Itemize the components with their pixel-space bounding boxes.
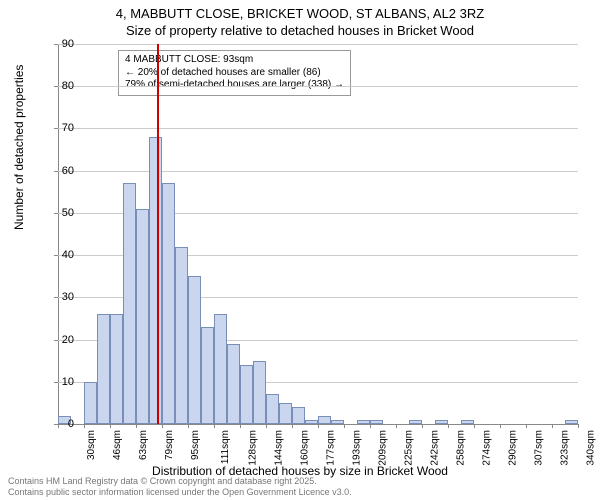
- xtick-mark: [526, 424, 527, 428]
- xtick-mark: [292, 424, 293, 428]
- xtick-label: 274sqm: [482, 430, 493, 466]
- chart-area: 4 MABBUTT CLOSE: 93sqm ← 20% of detached…: [58, 44, 578, 424]
- histogram-bar: [110, 314, 123, 424]
- xtick-mark: [474, 424, 475, 428]
- ytick-label: 90: [44, 38, 74, 50]
- histogram-bar: [357, 420, 370, 424]
- xtick-label: 95sqm: [190, 430, 201, 460]
- xtick-label: 209sqm: [378, 430, 389, 466]
- gridline: [58, 128, 578, 129]
- xtick-mark: [422, 424, 423, 428]
- xtick-mark: [396, 424, 397, 428]
- xtick-label: 144sqm: [274, 430, 285, 466]
- xtick-mark: [344, 424, 345, 428]
- xtick-mark: [136, 424, 137, 428]
- histogram-bar: [370, 420, 383, 424]
- histogram-bar: [240, 365, 253, 424]
- xtick-mark: [84, 424, 85, 428]
- xtick-label: 63sqm: [138, 430, 149, 460]
- title-line2: Size of property relative to detached ho…: [0, 23, 600, 40]
- xtick-label: 290sqm: [508, 430, 519, 466]
- ytick-label: 60: [44, 165, 74, 177]
- ytick-label: 80: [44, 80, 74, 92]
- xtick-mark: [500, 424, 501, 428]
- histogram-bar: [227, 344, 240, 424]
- y-axis-label: Number of detached properties: [12, 65, 26, 230]
- xtick-label: 340sqm: [586, 430, 597, 466]
- histogram-bar: [292, 407, 305, 424]
- histogram-bar: [305, 420, 318, 424]
- footer-line1: Contains HM Land Registry data © Crown c…: [8, 476, 352, 487]
- gridline: [58, 171, 578, 172]
- xtick-label: 307sqm: [534, 430, 545, 466]
- plot-region: 4 MABBUTT CLOSE: 93sqm ← 20% of detached…: [58, 44, 578, 424]
- xtick-label: 225sqm: [404, 430, 415, 466]
- xtick-mark: [578, 424, 579, 428]
- ytick-label: 30: [44, 291, 74, 303]
- xtick-mark: [214, 424, 215, 428]
- ytick-label: 20: [44, 334, 74, 346]
- histogram-bar: [461, 420, 474, 424]
- ytick-label: 10: [44, 376, 74, 388]
- histogram-bar: [123, 183, 136, 424]
- xtick-mark: [448, 424, 449, 428]
- footer-line2: Contains public sector information licen…: [8, 487, 352, 498]
- histogram-bar: [136, 209, 149, 424]
- footer: Contains HM Land Registry data © Crown c…: [8, 476, 352, 498]
- histogram-bar: [266, 394, 279, 424]
- xtick-mark: [110, 424, 111, 428]
- xtick-mark: [188, 424, 189, 428]
- histogram-bar: [279, 403, 292, 424]
- marker-line: [157, 44, 159, 424]
- histogram-bar: [149, 137, 162, 424]
- xtick-label: 242sqm: [430, 430, 441, 466]
- histogram-bar: [175, 247, 188, 424]
- chart-title: 4, MABBUTT CLOSE, BRICKET WOOD, ST ALBAN…: [0, 0, 600, 40]
- ytick-label: 0: [44, 418, 74, 430]
- histogram-bar: [97, 314, 110, 424]
- histogram-bar: [188, 276, 201, 424]
- xtick-mark: [318, 424, 319, 428]
- xtick-label: 323sqm: [560, 430, 571, 466]
- ytick-label: 40: [44, 249, 74, 261]
- xtick-label: 128sqm: [248, 430, 259, 466]
- histogram-bar: [565, 420, 578, 424]
- histogram-bar: [331, 420, 344, 424]
- xtick-label: 30sqm: [86, 430, 97, 460]
- chart-container: 4, MABBUTT CLOSE, BRICKET WOOD, ST ALBAN…: [0, 0, 600, 500]
- histogram-bar: [435, 420, 448, 424]
- gridline: [58, 86, 578, 87]
- xtick-label: 258sqm: [456, 430, 467, 466]
- histogram-bar: [409, 420, 422, 424]
- histogram-bar: [253, 361, 266, 424]
- xtick-label: 46sqm: [112, 430, 123, 460]
- histogram-bar: [201, 327, 214, 424]
- ytick-label: 50: [44, 207, 74, 219]
- xtick-mark: [162, 424, 163, 428]
- histogram-bar: [214, 314, 227, 424]
- histogram-bar: [162, 183, 175, 424]
- annotation-box: 4 MABBUTT CLOSE: 93sqm ← 20% of detached…: [118, 50, 351, 96]
- xtick-label: 193sqm: [352, 430, 363, 466]
- xtick-label: 111sqm: [220, 430, 231, 464]
- xtick-label: 160sqm: [300, 430, 311, 466]
- y-axis-line: [58, 44, 59, 424]
- xtick-mark: [370, 424, 371, 428]
- ytick-label: 70: [44, 122, 74, 134]
- xtick-mark: [266, 424, 267, 428]
- xtick-label: 79sqm: [164, 430, 175, 460]
- histogram-bar: [318, 416, 331, 424]
- histogram-bar: [84, 382, 97, 424]
- gridline: [58, 44, 578, 45]
- xtick-label: 177sqm: [326, 430, 337, 466]
- xtick-mark: [240, 424, 241, 428]
- xtick-mark: [552, 424, 553, 428]
- title-line1: 4, MABBUTT CLOSE, BRICKET WOOD, ST ALBAN…: [0, 6, 600, 23]
